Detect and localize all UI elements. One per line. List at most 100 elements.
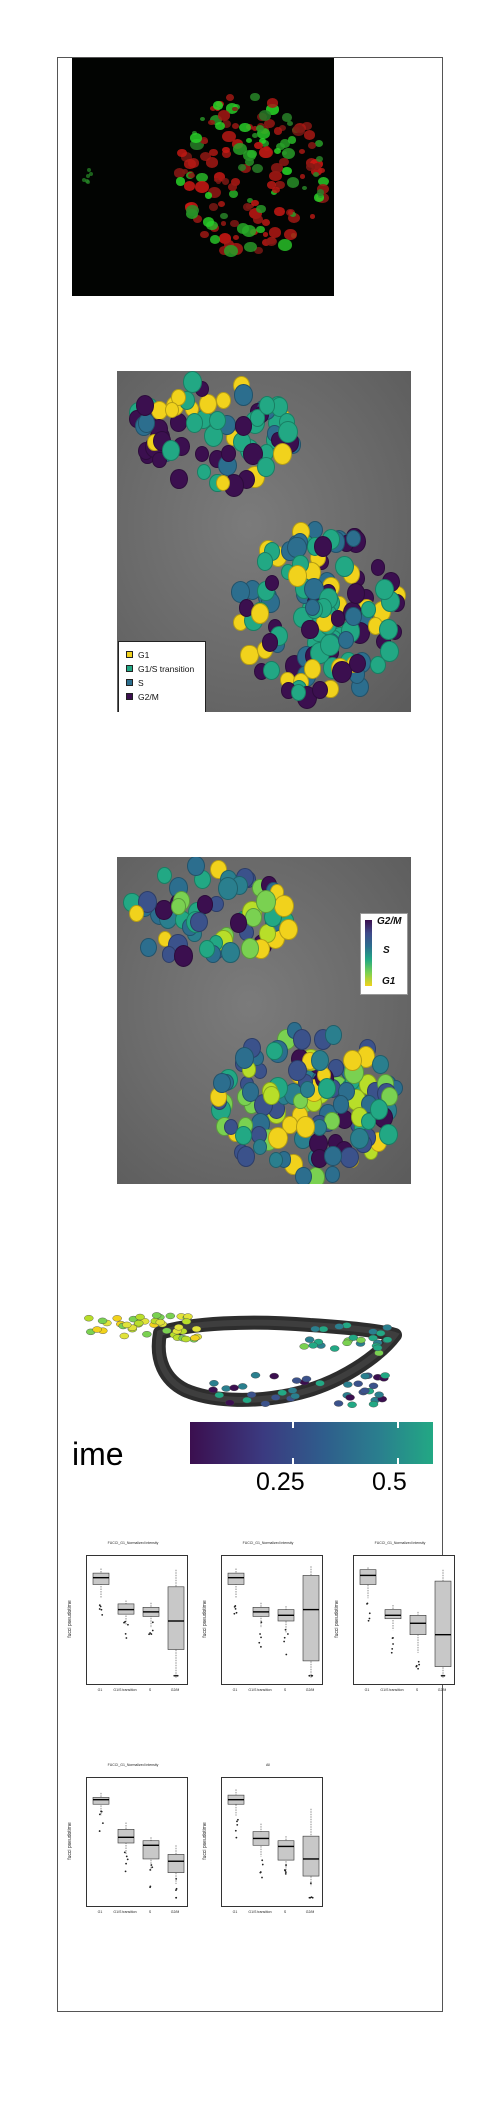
trajectory-point <box>318 1325 329 1333</box>
fluorescent-nucleus <box>232 234 240 241</box>
trajectory-point <box>308 1342 318 1349</box>
boxplot-box <box>359 1569 377 1585</box>
trajectory-point <box>380 1372 390 1379</box>
boxplot-marks <box>227 1566 320 1678</box>
boxplot-outlier <box>235 1836 238 1839</box>
cell-nucleus <box>252 1138 268 1156</box>
fluorescent-nucleus <box>268 227 282 238</box>
boxplot-outlier <box>149 1869 152 1871</box>
boxplot-outlier <box>418 1663 421 1666</box>
boxplot-outlier <box>150 1633 153 1635</box>
boxplot-xtick: G1/S transition <box>248 1910 272 1914</box>
cell-nucleus <box>279 918 298 940</box>
trajectory-point <box>162 1327 172 1334</box>
fluorescent-nucleus <box>242 224 256 237</box>
fluorescent-nucleus <box>232 107 238 112</box>
boxplot-box <box>227 1572 245 1585</box>
boxplot-outlier <box>234 1607 237 1610</box>
fluorescent-nucleus <box>214 172 226 182</box>
cell-nucleus <box>303 658 322 679</box>
fluorescent-nucleus <box>279 124 287 131</box>
fluorescent-nucleus <box>316 189 325 196</box>
trajectory-point <box>269 1372 279 1380</box>
fluorescent-nucleus <box>225 93 235 101</box>
fluorescent-nucleus <box>267 181 277 189</box>
fluorescent-nucleus <box>217 201 225 207</box>
fluorescent-nucleus <box>247 198 254 204</box>
boxplot-xtick: S <box>415 1688 419 1692</box>
boxplot-outlier <box>283 1636 286 1639</box>
boxplot-outlier <box>176 1674 178 1677</box>
colorbar-tick-label-2: 0.5 <box>372 1468 407 1496</box>
fluorescent-nucleus <box>286 177 300 189</box>
fluorescent-nucleus <box>177 149 188 158</box>
boxplot-outlier <box>367 1619 370 1622</box>
boxplot-outlier <box>100 1810 103 1813</box>
fluorescent-nucleus <box>200 151 212 162</box>
trajectory-point <box>84 1315 94 1322</box>
fluorescent-nucleus <box>309 214 315 219</box>
trajectory-point <box>191 1325 202 1333</box>
boxplot-xtick: G2/M <box>170 1688 180 1692</box>
fluorescent-nucleus <box>249 207 262 219</box>
fluorescent-nucleus <box>190 133 202 143</box>
cell-nucleus <box>378 1123 398 1146</box>
cell-nucleus <box>139 937 158 958</box>
boxplot-box <box>92 1797 110 1805</box>
cell-nucleus <box>213 1072 232 1093</box>
boxplot-xtick: G1 <box>97 1910 103 1914</box>
fluorescent-nucleus <box>221 149 232 158</box>
cell-nucleus <box>346 583 366 605</box>
boxplot-outlier <box>127 1623 129 1626</box>
boxplot-outlier <box>284 1628 287 1631</box>
trajectory-point <box>342 1339 352 1347</box>
cell-nucleus <box>221 445 236 463</box>
fluorescent-nucleus <box>261 140 269 148</box>
boxplot-outlier <box>235 1611 238 1614</box>
boxplot-outlier <box>151 1629 154 1632</box>
trajectory-point <box>304 1336 315 1343</box>
trajectory-point <box>190 1334 200 1342</box>
boxplot-outlier <box>285 1864 287 1866</box>
boxplot-ylabel: fucci pseudotime <box>334 1600 340 1638</box>
fluorescent-nucleus <box>203 217 215 227</box>
boxplot-marks <box>227 1789 320 1899</box>
fluorescent-nucleus <box>229 189 239 198</box>
boxplot-xtick: G1/S transition <box>113 1688 137 1692</box>
fluorescent-nucleus <box>259 138 267 145</box>
cell-nucleus <box>234 1125 253 1146</box>
boxplot-marks <box>359 1567 452 1678</box>
cell-nucleus <box>290 683 306 701</box>
fluorescent-nucleus <box>299 174 306 179</box>
cell-nucleus <box>234 415 253 436</box>
fluorescent-nucleus <box>184 159 196 169</box>
fluorescent-nucleus <box>173 167 186 178</box>
fluorescent-nucleus <box>213 101 224 110</box>
boxplot-outlier <box>234 1605 237 1607</box>
cell-nucleus <box>350 1127 370 1150</box>
boxplot-outlier <box>415 1664 418 1667</box>
cell-nucleus <box>268 1126 288 1150</box>
boxplot-xtick: G1 <box>232 1910 238 1914</box>
fluorescent-nucleus <box>187 172 195 179</box>
fluorescent-nucleus <box>200 136 209 144</box>
cell-nucleus <box>370 559 385 576</box>
cell-nucleus <box>256 456 275 477</box>
boxplot-outlier <box>234 1829 237 1832</box>
fluorescent-nucleus <box>246 138 253 144</box>
cell-nucleus <box>317 1077 337 1100</box>
boxplot-box <box>277 1840 295 1861</box>
boxplot-outlier <box>149 1886 151 1889</box>
boxplot-outlier <box>310 1896 313 1899</box>
fluorescent-nucleus <box>223 240 235 250</box>
colorbar-tick-label-1: 0.25 <box>256 1468 305 1496</box>
fluorescent-nucleus <box>259 146 273 159</box>
cell-nucleus <box>262 1085 280 1106</box>
fluorescent-nucleus <box>287 136 297 144</box>
trajectory-point <box>229 1384 239 1392</box>
boxplot-outlier <box>124 1870 127 1873</box>
fluorescent-nucleus <box>266 97 279 108</box>
fluorescent-nucleus <box>269 170 282 181</box>
boxplot-box <box>302 1575 320 1662</box>
trajectory-point <box>209 1380 219 1387</box>
